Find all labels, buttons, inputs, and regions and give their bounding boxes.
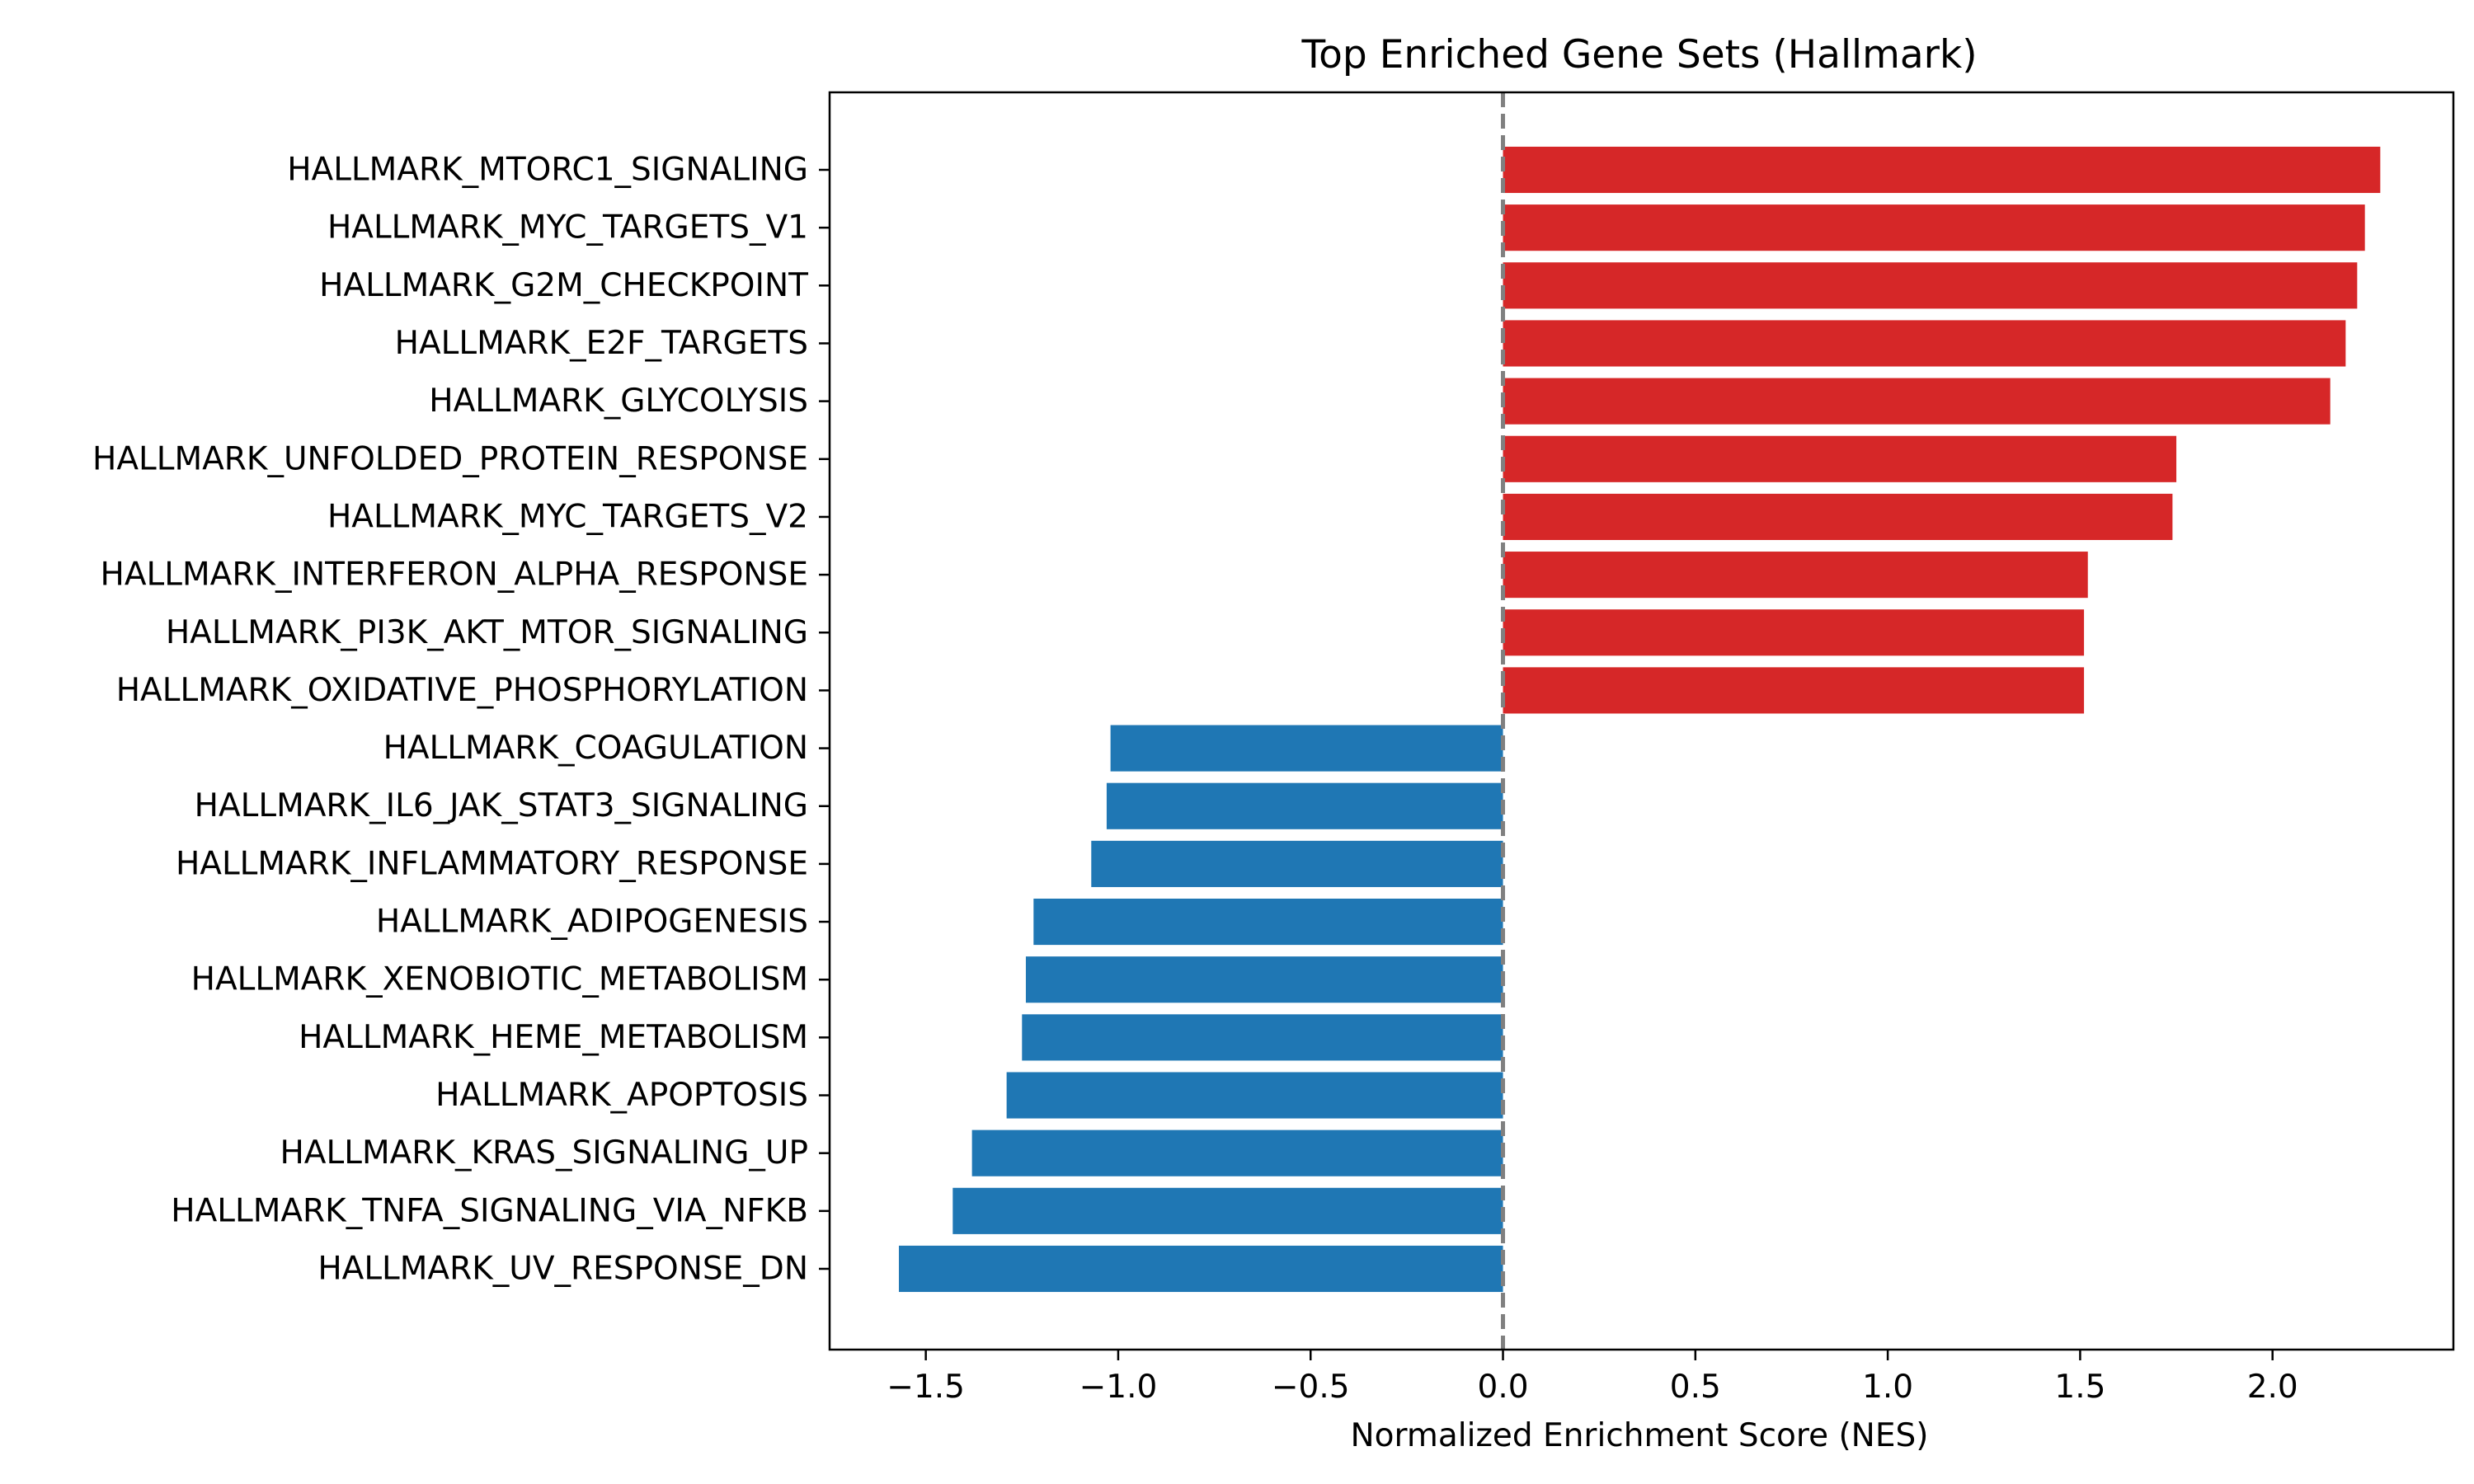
category-label: HALLMARK_UV_RESPONSE_DN [317, 1251, 808, 1288]
category-label: HALLMARK_INFLAMMATORY_RESPONSE [176, 845, 808, 882]
category-label: HALLMARK_G2M_CHECKPOINT [319, 267, 808, 304]
chart-title: Top Enriched Gene Sets (Hallmark) [1300, 32, 1977, 77]
x-tick-label: −1.0 [1079, 1369, 1158, 1406]
bar-hallmark-apoptosis [1006, 1072, 1503, 1119]
bar-hallmark-uv-response-dn [898, 1245, 1503, 1293]
bar-hallmark-heme-metabolism [1022, 1014, 1503, 1061]
category-label: HALLMARK_MYC_TARGETS_V1 [327, 209, 808, 247]
bar-hallmark-oxidative-phosphorylation [1503, 667, 2085, 714]
x-tick-label: −1.5 [887, 1369, 965, 1406]
category-label: HALLMARK_COAGULATION [383, 730, 808, 767]
bar-hallmark-xenobiotic-metabolism [1025, 956, 1503, 1003]
x-tick-label: −0.5 [1272, 1369, 1350, 1406]
bar-hallmark-myc-targets-v2 [1503, 493, 2173, 541]
bar-hallmark-glycolysis [1503, 378, 2331, 425]
category-label: HALLMARK_GLYCOLYSIS [429, 383, 808, 420]
category-label: HALLMARK_KRAS_SIGNALING_UP [280, 1134, 808, 1172]
bar-hallmark-myc-targets-v1 [1503, 204, 2365, 251]
bar-hallmark-coagulation [1110, 725, 1503, 772]
x-tick-label: 0.0 [1478, 1369, 1529, 1406]
category-label: HALLMARK_TNFA_SIGNALING_VIA_NFKB [171, 1192, 808, 1229]
bar-hallmark-e2f-targets [1503, 320, 2346, 367]
category-label: HALLMARK_APOPTOSIS [435, 1077, 808, 1114]
bars-group [898, 146, 2381, 1293]
bar-hallmark-g2m-checkpoint [1503, 262, 2358, 309]
bar-hallmark-mtorc1-signaling [1503, 146, 2381, 194]
x-tick-label: 1.5 [2054, 1369, 2105, 1406]
x-tick-label: 1.0 [1862, 1369, 1913, 1406]
bar-hallmark-il6-jak-stat3-signaling [1106, 782, 1503, 829]
x-tick-label: 2.0 [2247, 1369, 2298, 1406]
category-label: HALLMARK_UNFOLDED_PROTEIN_RESPONSE [92, 440, 808, 477]
category-label: HALLMARK_PI3K_AKT_MTOR_SIGNALING [166, 614, 808, 651]
category-label: HALLMARK_IL6_JAK_STAT3_SIGNALING [195, 787, 808, 824]
category-labels: HALLMARK_MTORC1_SIGNALING HALLMARK_MYC_TA… [92, 152, 830, 1288]
category-label: HALLMARK_INTERFERON_ALPHA_RESPONSE [101, 556, 808, 594]
plot-frame [828, 91, 2455, 1351]
category-label: HALLMARK_MYC_TARGETS_V2 [327, 498, 808, 535]
category-label: HALLMARK_E2F_TARGETS [395, 325, 808, 362]
x-tick-label: 0.5 [1670, 1369, 1721, 1406]
category-label: HALLMARK_OXIDATIVE_PHOSPHORYLATION [116, 672, 808, 709]
category-label: HALLMARK_MTORC1_SIGNALING [287, 152, 808, 189]
bar-hallmark-pi3k-akt-mtor-signaling [1503, 609, 2085, 656]
category-label: HALLMARK_ADIPOGENESIS [376, 904, 808, 941]
bar-hallmark-unfolded-protein-response [1503, 435, 2177, 482]
category-label: HALLMARK_XENOBIOTIC_METABOLISM [191, 961, 808, 998]
x-axis-title: Normalized Enrichment Score (NES) [1351, 1417, 1929, 1454]
bar-hallmark-interferon-alpha-response [1503, 552, 2088, 599]
bar-hallmark-adipogenesis [1033, 898, 1503, 946]
bar-hallmark-tnfa-signaling-via-nfkb [952, 1187, 1503, 1234]
bar-hallmark-inflammatory-response [1091, 840, 1503, 887]
x-axis-ticks: −1.5 −1.0 −0.5 0.0 0.5 1.0 1.5 2.0 [887, 1350, 2298, 1406]
bar-hallmark-kras-signaling-up [971, 1129, 1503, 1176]
category-label: HALLMARK_HEME_METABOLISM [299, 1019, 808, 1056]
